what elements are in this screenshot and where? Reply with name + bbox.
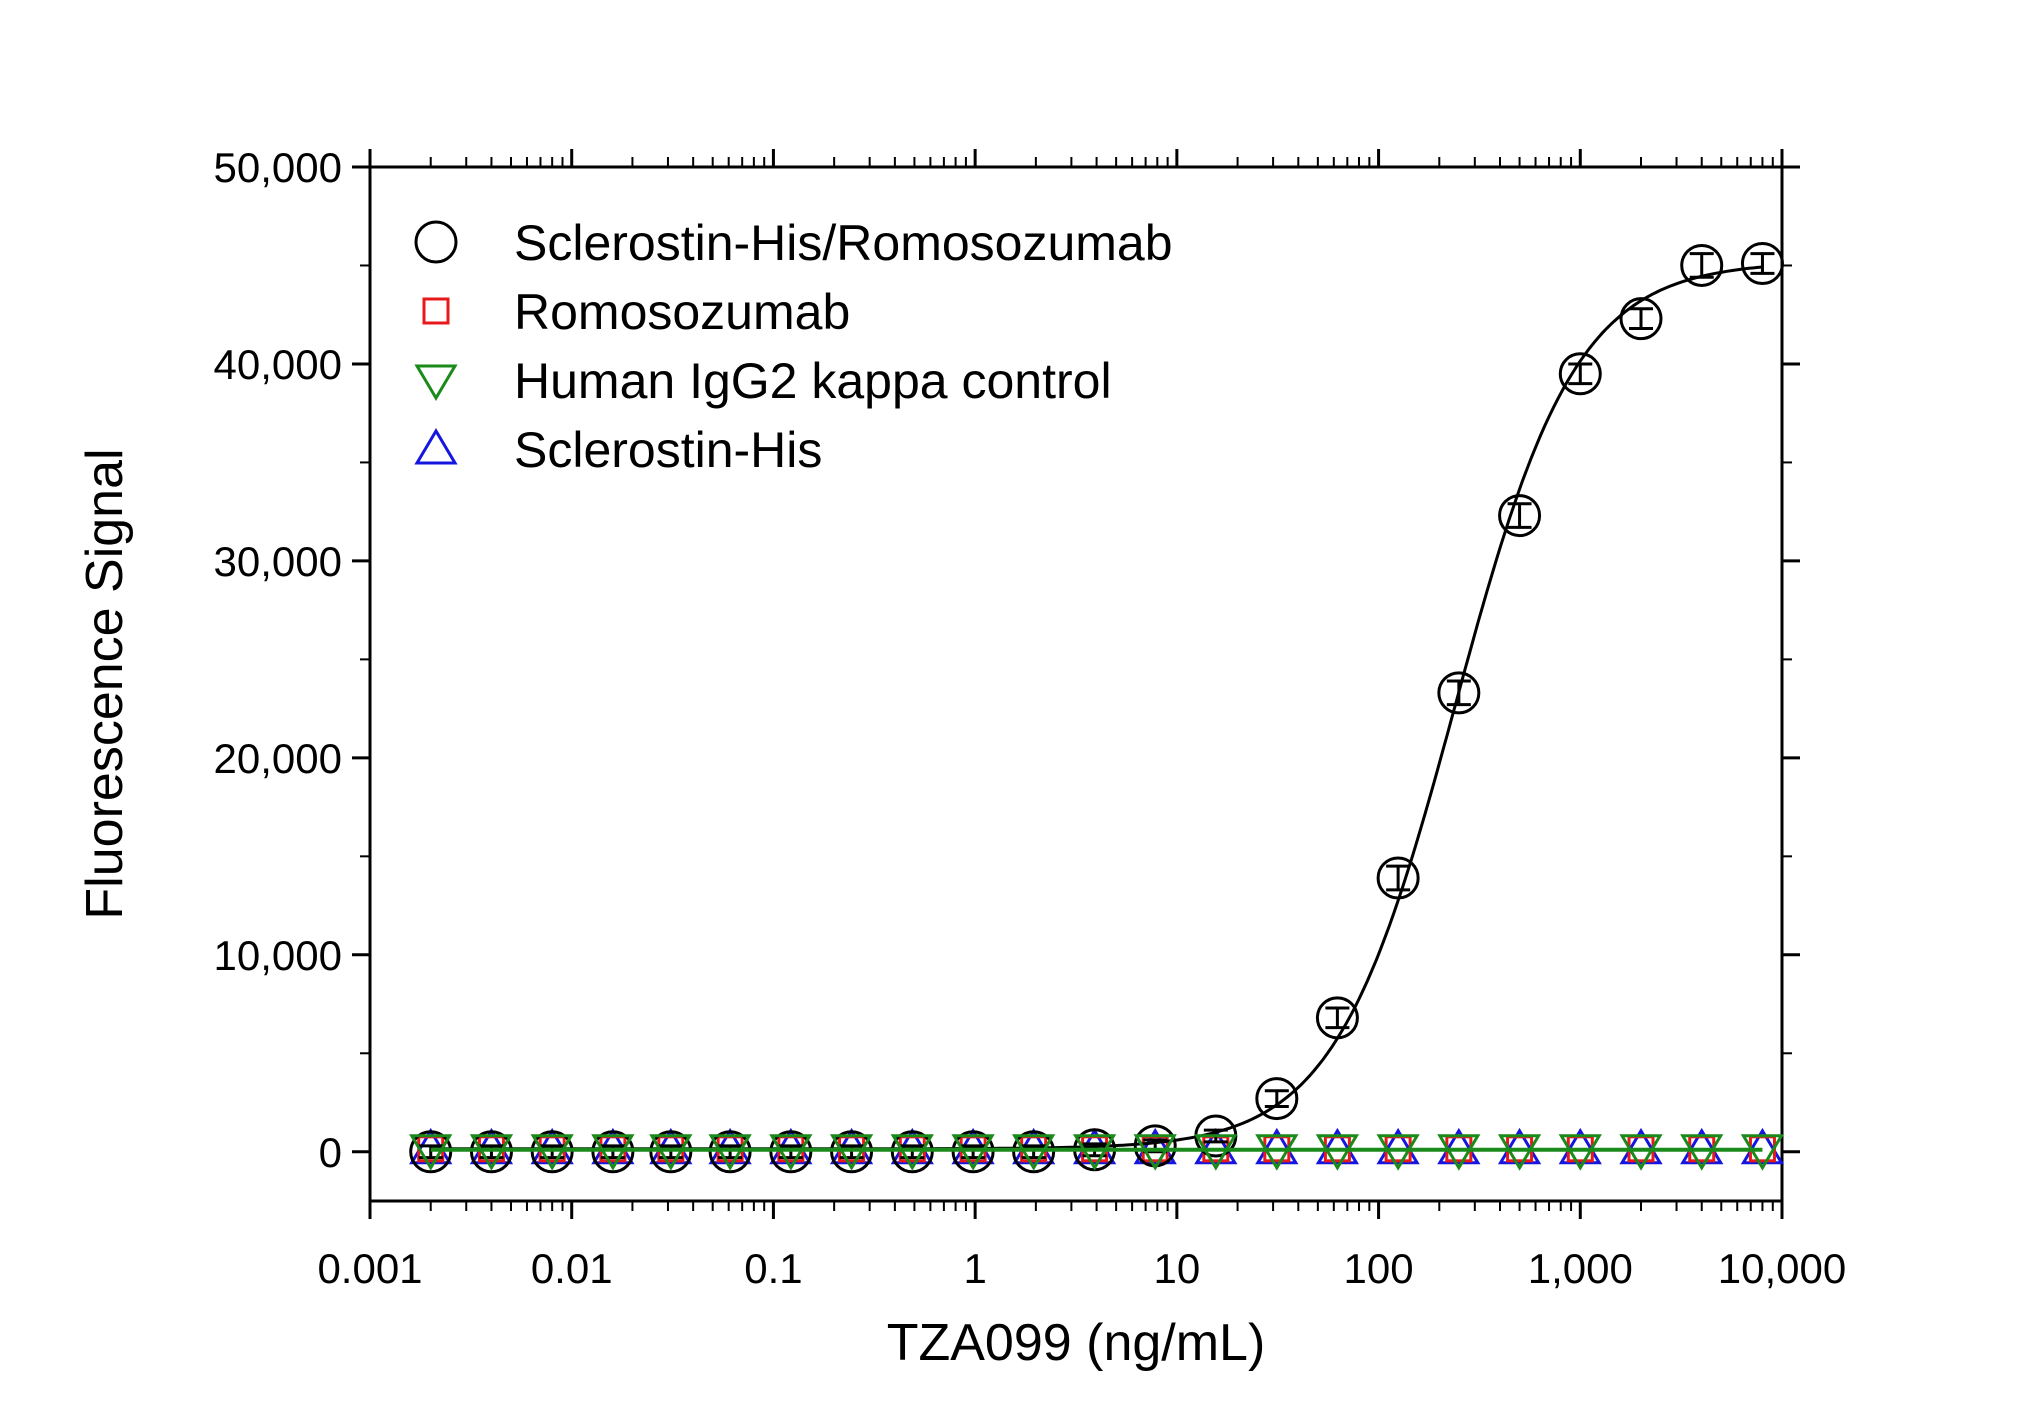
y-tick-label: 0 (319, 1129, 342, 1176)
x-tick-label: 100 (1344, 1245, 1414, 1292)
y-axis-title: Fluorescence Signal (76, 448, 134, 919)
x-tick-label: 0.001 (317, 1245, 422, 1292)
y-tick-label: 10,000 (214, 932, 342, 979)
data-point (1194, 1127, 1238, 1165)
data-point (1558, 1127, 1602, 1165)
x-tick-label: 0.01 (531, 1245, 613, 1292)
data-point (1558, 1134, 1602, 1171)
y-tick-label: 40,000 (214, 341, 342, 388)
data-point (1740, 242, 1784, 286)
data-point (1376, 856, 1420, 900)
data-point (1437, 1127, 1481, 1165)
data-point (1255, 1134, 1299, 1171)
data-point (1619, 1134, 1663, 1171)
data-point (1255, 1077, 1299, 1121)
plot-frame (368, 165, 1784, 1203)
data-point (1619, 297, 1663, 341)
data-point (1680, 1127, 1724, 1165)
data-point (1315, 1134, 1360, 1171)
y-tick-label: 20,000 (214, 735, 342, 782)
data-point (530, 1134, 574, 1171)
legend: Sclerostin-His/Romosozumab Romosozumab Hum… (414, 215, 1173, 478)
data-point (1740, 1134, 1785, 1171)
x-axis-title: TZA099 (ng/mL) (887, 1314, 1266, 1372)
legend-marker-circle (414, 220, 458, 264)
legend-label: Romosozumab (514, 284, 850, 340)
data-point (1376, 1134, 1420, 1171)
data-point (1194, 1134, 1238, 1171)
data-point (409, 1134, 453, 1171)
data-point (1619, 1127, 1663, 1165)
x-tick-label: 10,000 (1718, 1245, 1846, 1292)
data-point (1497, 1127, 1542, 1165)
data-point (1315, 996, 1359, 1040)
legend-marker-square (422, 297, 450, 325)
data-point (469, 1134, 514, 1171)
legend-marker-triangle-down (414, 364, 458, 401)
data-point (1498, 494, 1542, 538)
data-point (829, 1134, 874, 1171)
legend-label: Sclerostin-His/Romosozumab (514, 215, 1173, 271)
data-point (591, 1134, 635, 1171)
data-point (1376, 1127, 1420, 1165)
data-point (708, 1134, 752, 1171)
data-point (1680, 1134, 1724, 1171)
y-tick-label: 50,000 (214, 144, 342, 191)
data-point (1072, 1134, 1117, 1171)
data-point (1437, 671, 1481, 715)
data-point (1680, 243, 1724, 287)
data-point (1133, 1134, 1177, 1171)
data-point (1558, 352, 1602, 396)
plot-border (368, 165, 1784, 1203)
series-layer (409, 242, 1785, 1174)
data-point (769, 1134, 813, 1171)
x-tick-label: 1 (963, 1245, 986, 1292)
axis-tick-labels: 0.001 0.01 0.1 1 10 100 1,000 10,000 0 10,000 20,0… (214, 144, 1847, 1292)
data-point (1740, 1127, 1785, 1165)
data-point (890, 1134, 934, 1171)
data-point (951, 1134, 995, 1171)
series-triangle-down (409, 1134, 1785, 1171)
data-point (1133, 1127, 1177, 1165)
y-tick-label: 30,000 (214, 538, 342, 585)
data-point (649, 1134, 693, 1171)
data-point (1012, 1134, 1056, 1171)
x-tick-label: 1,000 (1528, 1245, 1633, 1292)
legend-label: Sclerostin-His (514, 422, 822, 478)
data-point (1437, 1134, 1481, 1171)
legend-label: Human IgG2 kappa control (514, 353, 1112, 409)
data-point (1497, 1134, 1542, 1171)
data-point (1315, 1127, 1360, 1165)
legend-marker-triangle-up (414, 428, 458, 465)
x-tick-label: 0.1 (744, 1245, 802, 1292)
data-point (1255, 1127, 1299, 1165)
x-tick-label: 10 (1153, 1245, 1200, 1292)
